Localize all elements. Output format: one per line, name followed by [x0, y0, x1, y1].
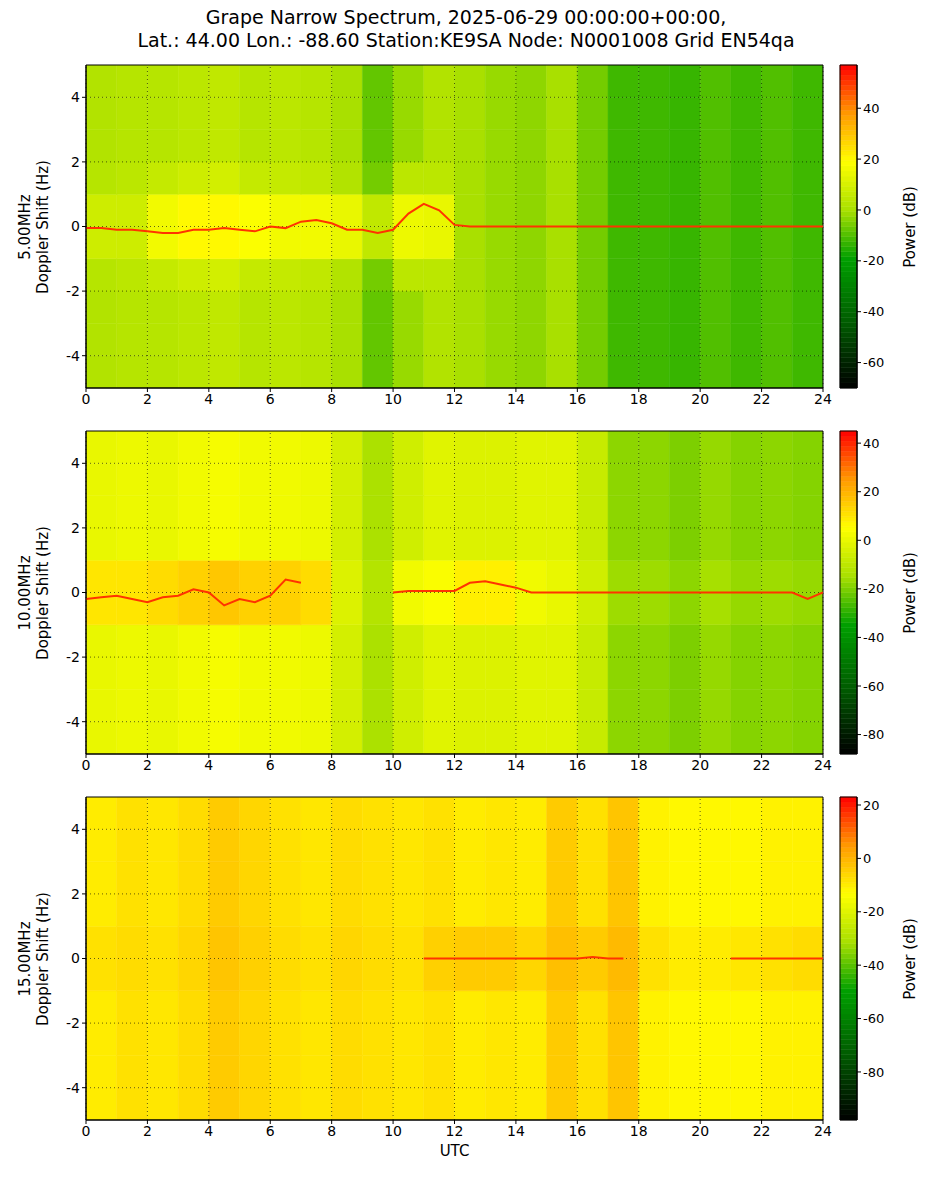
svg-text:0: 0	[82, 1123, 91, 1139]
svg-text:20: 20	[691, 391, 709, 407]
svg-text:20: 20	[691, 757, 709, 773]
svg-text:18: 18	[630, 757, 648, 773]
svg-text:24: 24	[814, 391, 832, 407]
svg-text:-20: -20	[863, 253, 884, 268]
html-text:Power (dB): Power (dB)	[901, 551, 919, 634]
svg-text:40: 40	[863, 436, 880, 451]
html-text:Doppler Shift (Hz): Doppler Shift (Hz)	[34, 525, 52, 660]
svg-text:-40: -40	[863, 630, 884, 645]
html-text:UTC: UTC	[439, 1142, 470, 1160]
svg-text:6: 6	[266, 1123, 275, 1139]
svg-text:6: 6	[266, 391, 275, 407]
svg-text:12: 12	[446, 391, 464, 407]
svg-text:-80: -80	[863, 727, 884, 742]
svg-text:-40: -40	[863, 304, 884, 319]
svg-text:2: 2	[143, 757, 152, 773]
svg-text:-60: -60	[863, 355, 884, 370]
svg-text:24: 24	[814, 757, 832, 773]
svg-text:4: 4	[71, 821, 80, 837]
svg-text:8: 8	[327, 757, 336, 773]
svg-text:20: 20	[691, 1123, 709, 1139]
svg-text:-20: -20	[863, 581, 884, 596]
html-text:Power (dB): Power (dB)	[901, 185, 919, 268]
svg-text:-4: -4	[66, 1080, 80, 1096]
svg-text:2: 2	[143, 1123, 152, 1139]
svg-text:0: 0	[82, 391, 91, 407]
svg-text:-60: -60	[863, 1011, 884, 1026]
html-text:Doppler Shift (Hz): Doppler Shift (Hz)	[34, 159, 52, 294]
svg-text:12: 12	[446, 1123, 464, 1139]
svg-text:14: 14	[507, 391, 525, 407]
svg-text:2: 2	[143, 391, 152, 407]
html-text:15.00MHz: 15.00MHz	[16, 921, 34, 996]
svg-text:18: 18	[630, 391, 648, 407]
svg-text:4: 4	[71, 89, 80, 105]
svg-text:16: 16	[568, 757, 586, 773]
svg-text:-4: -4	[66, 714, 80, 730]
svg-text:14: 14	[507, 1123, 525, 1139]
html-text:Power (dB): Power (dB)	[901, 917, 919, 1000]
svg-text:-60: -60	[863, 679, 884, 694]
svg-text:10: 10	[384, 391, 402, 407]
svg-text:4: 4	[204, 757, 213, 773]
svg-text:6: 6	[266, 757, 275, 773]
svg-text:16: 16	[568, 1123, 586, 1139]
html-text:Lat.: 44.00 Lon.: -88.60 Stati: Lat.: 44.00 Lon.: -88.60 Station:KE9SA N…	[137, 29, 795, 51]
svg-text:-40: -40	[863, 958, 884, 973]
svg-text:0: 0	[71, 584, 80, 600]
svg-text:40: 40	[863, 101, 880, 116]
svg-text:2: 2	[71, 520, 80, 536]
svg-text:8: 8	[327, 391, 336, 407]
html-text:5.00MHz: 5.00MHz	[16, 193, 34, 260]
svg-text:0: 0	[71, 950, 80, 966]
svg-text:16: 16	[568, 391, 586, 407]
svg-text:10: 10	[384, 1123, 402, 1139]
svg-text:0: 0	[863, 203, 871, 218]
svg-text:-2: -2	[66, 283, 80, 299]
svg-text:22: 22	[753, 391, 771, 407]
svg-text:22: 22	[753, 1123, 771, 1139]
svg-text:18: 18	[630, 1123, 648, 1139]
svg-text:-20: -20	[863, 904, 884, 919]
svg-text:4: 4	[71, 455, 80, 471]
svg-text:0: 0	[82, 757, 91, 773]
svg-text:10: 10	[384, 757, 402, 773]
html-text:Doppler Shift (Hz): Doppler Shift (Hz)	[34, 891, 52, 1026]
svg-text:-2: -2	[66, 649, 80, 665]
svg-text:20: 20	[863, 798, 880, 813]
svg-text:24: 24	[814, 1123, 832, 1139]
svg-text:20: 20	[863, 484, 880, 499]
svg-text:2: 2	[71, 154, 80, 170]
svg-text:0: 0	[863, 851, 871, 866]
svg-text:4: 4	[204, 1123, 213, 1139]
svg-text:20: 20	[863, 152, 880, 167]
html-text:Grape Narrow Spectrum, 2025-06: Grape Narrow Spectrum, 2025-06-29 00:00:…	[205, 6, 727, 28]
svg-text:14: 14	[507, 757, 525, 773]
svg-text:-2: -2	[66, 1015, 80, 1031]
svg-text:12: 12	[446, 757, 464, 773]
svg-text:8: 8	[327, 1123, 336, 1139]
svg-text:-80: -80	[863, 1065, 884, 1080]
svg-text:-4: -4	[66, 348, 80, 364]
svg-text:0: 0	[863, 533, 871, 548]
svg-text:2: 2	[71, 886, 80, 902]
svg-text:22: 22	[753, 757, 771, 773]
svg-text:0: 0	[71, 218, 80, 234]
svg-text:4: 4	[204, 391, 213, 407]
html-text:10.00MHz: 10.00MHz	[16, 555, 34, 630]
